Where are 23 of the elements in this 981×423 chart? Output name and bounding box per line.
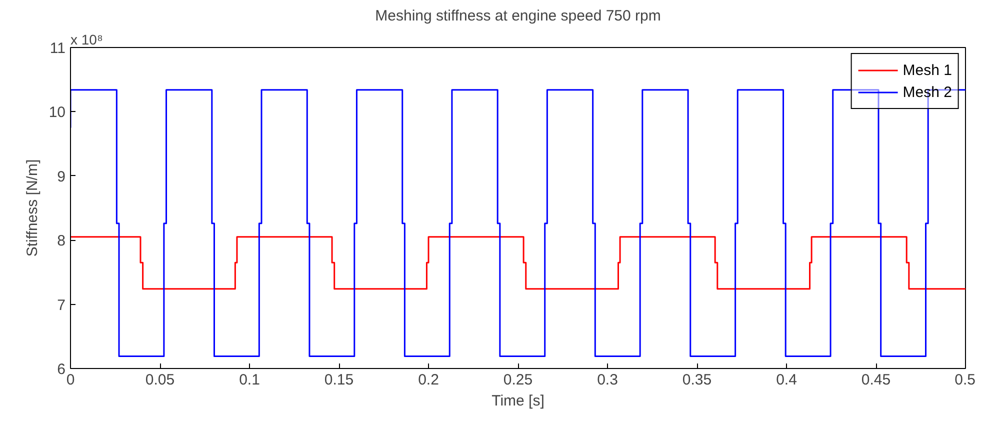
legend-label: Mesh 2: [902, 84, 952, 100]
x-tick-label: 0.1: [239, 372, 260, 388]
annotation: x 10⁸: [70, 32, 103, 48]
y-tick-label: 10: [48, 104, 66, 122]
x-axis-title: Time [s]: [492, 392, 544, 410]
x-tick-label: 0: [66, 372, 75, 388]
x-tick-label: 0.5: [954, 372, 976, 388]
x-tick-label: 0.25: [503, 372, 533, 388]
x-tick-label: 0.35: [682, 372, 712, 388]
x-tick-label: 0.2: [418, 372, 439, 388]
x-tick-label: 0.4: [776, 372, 797, 388]
y-tick-label: 8: [57, 232, 66, 250]
legend-label: Mesh 1: [902, 62, 952, 78]
x-tick-label: 0.05: [145, 372, 175, 388]
y-tick-label: 6: [57, 361, 66, 378]
y-axis-title: Stiffness [N/m]: [24, 159, 41, 257]
x-tick-label: 0.15: [324, 372, 354, 388]
x-tick-label: 0.45: [861, 372, 891, 388]
y-tick-label: 9: [57, 168, 66, 186]
chart-title: Meshing stiffness at engine speed 750 rpm: [375, 8, 661, 24]
y-tick-label: 11: [50, 40, 66, 57]
x-tick-label: 0.3: [597, 372, 618, 388]
y-tick-label: 7: [57, 296, 66, 314]
